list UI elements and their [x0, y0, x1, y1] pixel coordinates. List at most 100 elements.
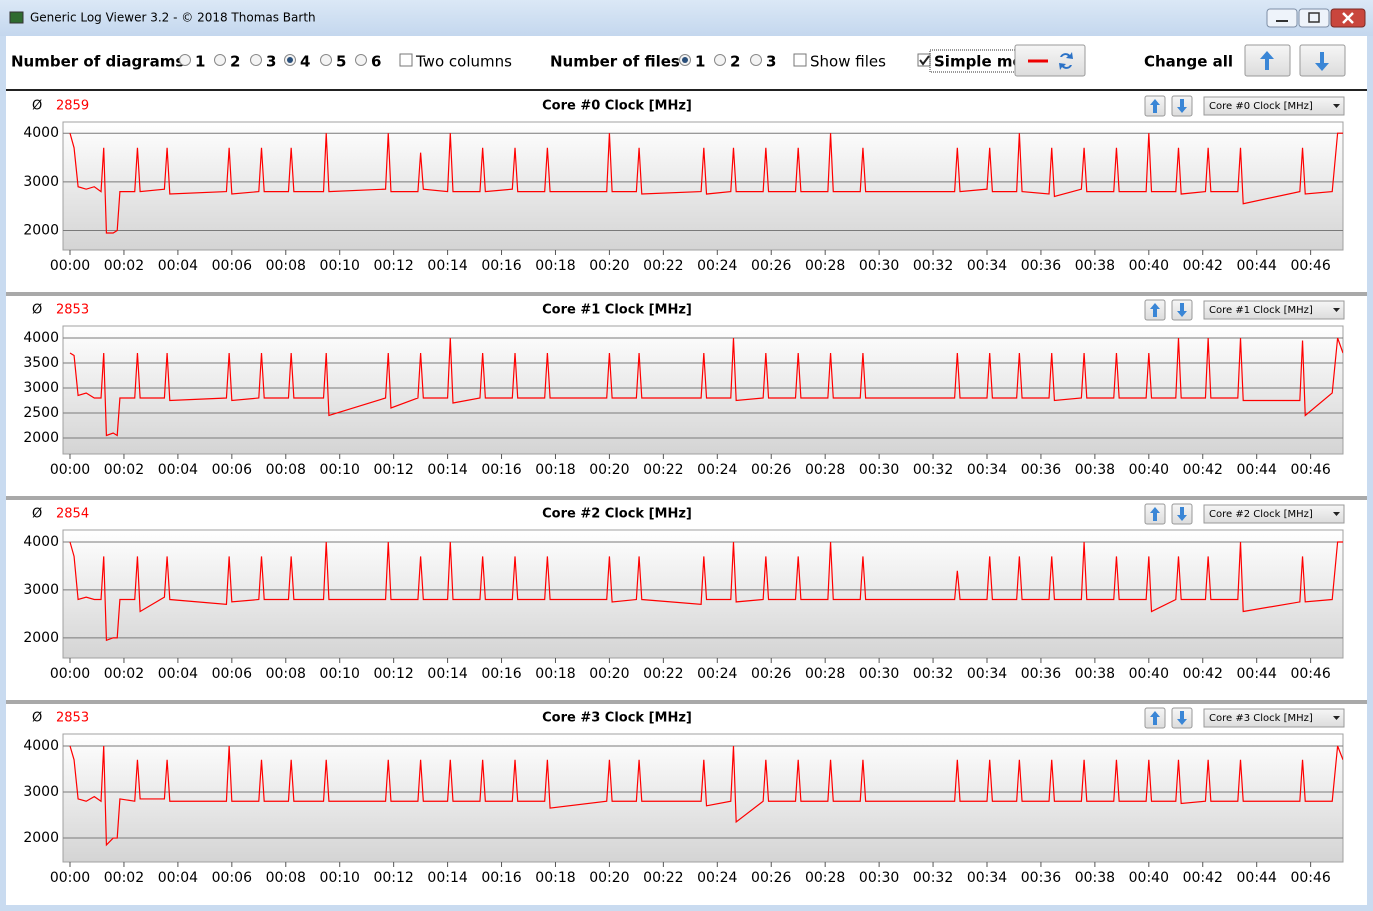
diagrams-option: 1	[195, 53, 205, 71]
x-tick-label: 00:06	[212, 666, 252, 682]
y-tick-label: 2000	[23, 830, 59, 846]
plot-area	[62, 529, 1344, 659]
x-tick-label: 00:12	[373, 462, 413, 478]
x-tick-label: 00:02	[104, 258, 144, 274]
toolbar: Number of diagrams Two columns Number of…	[11, 44, 1346, 77]
x-tick-label: 00:22	[643, 462, 683, 478]
x-tick-label: 00:46	[1290, 462, 1330, 478]
x-tick-label: 00:04	[158, 258, 198, 274]
x-tick-label: 00:30	[859, 870, 899, 886]
x-tick-label: 00:36	[1021, 666, 1061, 682]
channel-selector[interactable]	[1203, 504, 1345, 524]
files-option: 1	[695, 53, 705, 71]
panel-up-icon	[1150, 99, 1160, 113]
x-tick-label: 00:00	[50, 258, 90, 274]
x-tick-label: 00:38	[1075, 870, 1115, 886]
x-tick-label: 00:10	[320, 462, 360, 478]
diagrams-radio[interactable]	[250, 54, 262, 66]
panel-up-icon	[1150, 303, 1160, 317]
files-radio[interactable]	[750, 54, 762, 66]
x-tick-label: 00:08	[266, 258, 306, 274]
close-icon	[1342, 12, 1354, 24]
down-arrow-icon	[1315, 52, 1329, 71]
y-tick-label: 3000	[23, 784, 59, 800]
average-value: 2859	[56, 99, 89, 114]
dropdown-arrow	[1333, 716, 1340, 720]
panel-down-icon	[1177, 711, 1187, 725]
x-tick-label: 00:46	[1290, 258, 1330, 274]
x-tick-label: 00:30	[859, 258, 899, 274]
average-symbol: Ø	[32, 99, 42, 114]
x-tick-label: 00:26	[751, 870, 791, 886]
x-tick-label: 00:36	[1021, 870, 1061, 886]
diagrams-radio[interactable]	[320, 54, 332, 66]
x-tick-label: 00:24	[697, 462, 737, 478]
diagrams-option: 5	[336, 53, 346, 71]
x-tick-label: 00:14	[427, 666, 467, 682]
panel-separator	[6, 496, 1367, 500]
x-tick-label: 00:18	[535, 666, 575, 682]
x-tick-label: 00:24	[697, 258, 737, 274]
diagrams-radio[interactable]	[355, 54, 367, 66]
x-tick-label: 00:40	[1129, 666, 1169, 682]
x-tick-label: 00:14	[427, 462, 467, 478]
x-tick-label: 00:28	[805, 258, 845, 274]
x-tick-label: 00:16	[481, 870, 521, 886]
x-tick-label: 00:16	[481, 666, 521, 682]
x-tick-label: 00:10	[320, 258, 360, 274]
x-tick-label: 00:46	[1290, 666, 1330, 682]
channel-selector[interactable]	[1203, 96, 1345, 116]
diagrams-option: 6	[371, 53, 381, 71]
x-tick-label: 00:36	[1021, 258, 1061, 274]
charts: Ø 2859 Core #0 Clock [MHz] Core #0 Clock [M…	[6, 92, 1367, 904]
y-tick-label: 2000	[23, 223, 59, 239]
window-title: Generic Log Viewer 3.2 - © 2018 Thomas B…	[30, 11, 316, 25]
change-all-label: Change all	[1144, 53, 1233, 71]
x-tick-label: 00:40	[1129, 258, 1169, 274]
dropdown-arrow	[1333, 104, 1340, 108]
two-columns-checkbox[interactable]	[399, 53, 413, 67]
channel-selector[interactable]	[1203, 300, 1345, 320]
x-tick-label: 00:12	[373, 870, 413, 886]
x-tick-label: 00:32	[913, 462, 953, 478]
chart-title: Core #1 Clock [MHz]	[542, 303, 692, 318]
x-tick-label: 00:10	[320, 666, 360, 682]
y-tick-label: 4000	[23, 534, 59, 550]
maximize-button[interactable]	[1298, 8, 1330, 28]
average-value: 2853	[56, 303, 89, 318]
average-value: 2854	[56, 507, 89, 522]
x-tick-label: 00:06	[212, 258, 252, 274]
channel-selector[interactable]	[1203, 708, 1345, 728]
diagrams-radio[interactable]	[214, 54, 226, 66]
diagram-panel: Ø 2854 Core #2 Clock [MHz] Core #2 Clock [M…	[6, 500, 1367, 704]
refresh-icon	[1059, 52, 1073, 70]
diagrams-label: Number of diagrams	[11, 53, 184, 71]
x-tick-label: 00:02	[104, 462, 144, 478]
x-tick-label: 00:12	[373, 666, 413, 682]
x-tick-label: 00:18	[535, 258, 575, 274]
y-tick-label: 3000	[23, 582, 59, 598]
y-tick-label: 3000	[23, 174, 59, 190]
x-tick-label: 00:22	[643, 258, 683, 274]
files-radio[interactable]	[714, 54, 726, 66]
x-tick-label: 00:32	[913, 870, 953, 886]
x-tick-label: 00:08	[266, 462, 306, 478]
diagrams-radio-dot	[287, 57, 293, 63]
line-style-button[interactable]	[1014, 44, 1086, 77]
minimize-button[interactable]	[1266, 8, 1298, 28]
channel-selector-text: Core #0 Clock [MHz]	[1209, 101, 1313, 112]
x-tick-label: 00:26	[751, 462, 791, 478]
window-controls[interactable]	[1266, 8, 1366, 28]
x-tick-label: 00:30	[859, 666, 899, 682]
x-tick-label: 00:14	[427, 258, 467, 274]
show-files-label: Show files	[810, 53, 886, 71]
x-tick-label: 00:34	[967, 258, 1007, 274]
x-tick-label: 00:44	[1237, 666, 1277, 682]
show-files-checkbox[interactable]	[793, 53, 807, 67]
diagrams-radio[interactable]	[179, 54, 191, 66]
chart-title: Core #2 Clock [MHz]	[542, 507, 692, 522]
check-mark	[919, 55, 930, 66]
average-symbol: Ø	[32, 507, 42, 522]
up-arrow-icon	[1260, 51, 1274, 70]
